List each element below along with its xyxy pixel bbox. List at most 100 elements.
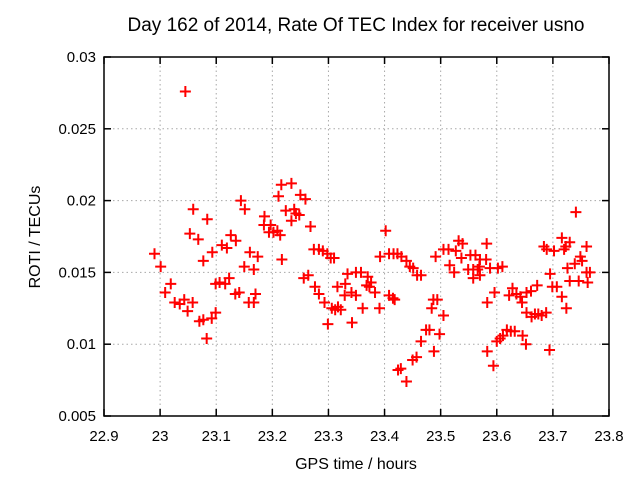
data-point: [313, 288, 325, 300]
data-point: [506, 282, 518, 294]
data-point: [561, 262, 573, 274]
y-tick-label: 0.03: [67, 49, 96, 66]
y-tick-label: 0.01: [67, 336, 96, 353]
data-point: [556, 232, 568, 244]
data-point: [481, 345, 493, 357]
data-point: [570, 206, 582, 218]
data-point: [430, 251, 442, 263]
data-point: [363, 281, 375, 293]
data-point: [187, 297, 199, 309]
data-point: [423, 324, 435, 336]
data-point: [250, 288, 261, 300]
data-point: [342, 268, 354, 280]
data-point: [556, 291, 568, 303]
data-point: [531, 279, 543, 291]
data-point: [206, 312, 218, 324]
data-point: [184, 228, 196, 240]
data-point: [582, 276, 594, 288]
data-point: [544, 344, 556, 356]
data-point: [174, 298, 186, 310]
data-point: [407, 262, 419, 274]
data-point: [331, 281, 343, 293]
data-point: [450, 245, 462, 257]
data-point: [497, 330, 509, 342]
x-axis-label: GPS time / hours: [295, 456, 417, 473]
data-point: [520, 338, 532, 350]
data-point: [350, 289, 362, 301]
data-point: [467, 272, 479, 284]
data-point: [444, 259, 456, 271]
data-point: [455, 252, 467, 264]
data-point: [480, 253, 492, 265]
y-tick-label: 0.005: [58, 408, 96, 425]
data-point: [540, 307, 552, 319]
y-tick-label: 0.02: [67, 193, 96, 210]
data-point: [274, 229, 286, 241]
data-point: [276, 253, 288, 265]
data-point: [214, 276, 226, 288]
data-point: [201, 213, 213, 225]
data-point: [159, 287, 171, 299]
data-point: [210, 307, 222, 319]
data-point: [355, 266, 367, 278]
data-point: [192, 233, 204, 245]
chart-title: Day 162 of 2014, Rate Of TEC Index for r…: [128, 15, 585, 36]
data-point: [544, 268, 556, 280]
y-tick-labels: 0.005 0.01 0.015 0.02 0.025 0.03: [58, 49, 96, 425]
data-point: [273, 190, 285, 202]
data-point: [457, 238, 469, 250]
data-point: [238, 261, 250, 273]
data-points: [149, 85, 596, 388]
x-tick-label: 23.1: [202, 428, 231, 445]
axis-ticks: [103, 56, 610, 417]
data-point: [569, 258, 581, 270]
x-tick-label: 22.9: [89, 428, 118, 445]
data-point: [293, 209, 305, 221]
data-point: [426, 302, 438, 314]
data-point: [481, 238, 493, 250]
data-point: [252, 251, 264, 263]
data-point: [581, 241, 593, 253]
data-point: [525, 285, 537, 297]
data-point: [448, 266, 460, 278]
data-point: [389, 294, 401, 306]
plot-border: [103, 56, 610, 417]
gridlines: [104, 57, 609, 416]
data-point: [474, 269, 486, 281]
data-point: [244, 246, 256, 258]
data-point: [362, 271, 374, 283]
data-point: [182, 305, 194, 317]
data-point: [573, 275, 585, 287]
data-point: [551, 281, 563, 293]
y-tick-label: 0.015: [58, 264, 96, 281]
x-tick-labels: 22.9 23 23.1 23.2 23.3 23.4 23.5 23.6 23.7 23.8: [89, 428, 623, 445]
data-point: [304, 220, 316, 232]
data-point: [400, 255, 412, 267]
data-point: [285, 215, 297, 227]
data-point: [197, 314, 209, 326]
data-point: [299, 193, 311, 205]
data-point: [309, 281, 321, 293]
data-point: [558, 243, 570, 255]
data-point: [437, 309, 449, 321]
data-point: [230, 235, 242, 247]
data-point: [503, 289, 515, 301]
data-point: [225, 229, 237, 241]
data-point: [357, 302, 369, 314]
data-point: [233, 287, 245, 299]
data-point: [428, 345, 440, 357]
data-point: [374, 251, 386, 263]
data-point: [179, 85, 191, 97]
data-point: [517, 330, 529, 342]
x-tick-label: 23.5: [426, 428, 455, 445]
x-tick-label: 23.2: [258, 428, 287, 445]
data-point: [431, 294, 443, 306]
data-point: [541, 243, 553, 255]
data-point: [239, 203, 251, 215]
data-point: [496, 261, 508, 273]
data-point: [197, 255, 209, 267]
data-point: [509, 325, 521, 337]
data-point: [516, 297, 528, 309]
